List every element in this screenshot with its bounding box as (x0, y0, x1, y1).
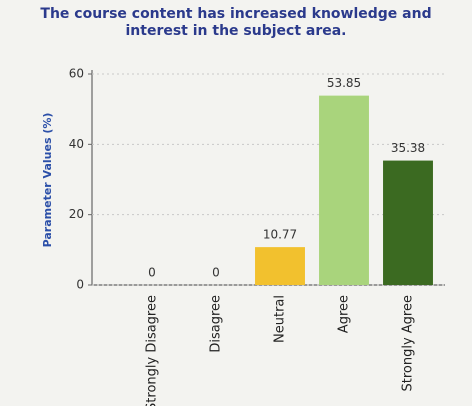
data-label: 0 (148, 266, 156, 280)
y-tick-label: 60 (69, 67, 84, 81)
data-label: 10.77 (263, 228, 297, 242)
data-label: 53.85 (327, 76, 361, 90)
data-label: 35.38 (391, 141, 425, 155)
bar (319, 95, 369, 285)
bar (255, 247, 305, 285)
y-tick-label: 20 (69, 207, 84, 221)
bar (383, 160, 433, 285)
data-label: 0 (212, 266, 220, 280)
x-tick-label: Strongly Disagree (145, 295, 160, 406)
x-tick-label: Agree (337, 295, 352, 333)
y-tick-label: 0 (76, 278, 84, 292)
chart-title: The course content has increased knowled… (40, 6, 432, 39)
y-axis-label: Parameter Values (%) (41, 113, 54, 248)
y-tick-label: 40 (69, 137, 84, 151)
x-tick-label: Neutral (273, 295, 288, 343)
x-tick-label: Disagree (209, 295, 224, 353)
x-tick-label: Strongly Agree (401, 295, 416, 392)
